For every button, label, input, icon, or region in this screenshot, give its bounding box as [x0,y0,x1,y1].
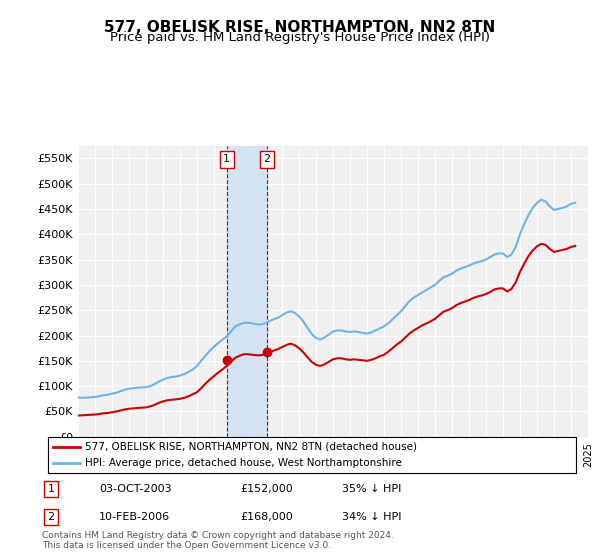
Text: Contains HM Land Registry data © Crown copyright and database right 2024.
This d: Contains HM Land Registry data © Crown c… [42,530,394,550]
Text: 1: 1 [223,155,230,164]
Text: Price paid vs. HM Land Registry's House Price Index (HPI): Price paid vs. HM Land Registry's House … [110,31,490,44]
Text: 1: 1 [47,484,55,494]
Text: 34% ↓ HPI: 34% ↓ HPI [342,512,401,522]
Text: £168,000: £168,000 [240,512,293,522]
Text: 03-OCT-2003: 03-OCT-2003 [99,484,172,494]
Text: 2: 2 [47,512,55,522]
Text: 10-FEB-2006: 10-FEB-2006 [99,512,170,522]
Text: 35% ↓ HPI: 35% ↓ HPI [342,484,401,494]
Text: 577, OBELISK RISE, NORTHAMPTON, NN2 8TN (detached house): 577, OBELISK RISE, NORTHAMPTON, NN2 8TN … [85,442,417,452]
Text: 2: 2 [263,155,270,164]
Text: 577, OBELISK RISE, NORTHAMPTON, NN2 8TN: 577, OBELISK RISE, NORTHAMPTON, NN2 8TN [104,20,496,35]
Text: HPI: Average price, detached house, West Northamptonshire: HPI: Average price, detached house, West… [85,458,402,468]
Bar [227,146,266,437]
Text: £152,000: £152,000 [240,484,293,494]
